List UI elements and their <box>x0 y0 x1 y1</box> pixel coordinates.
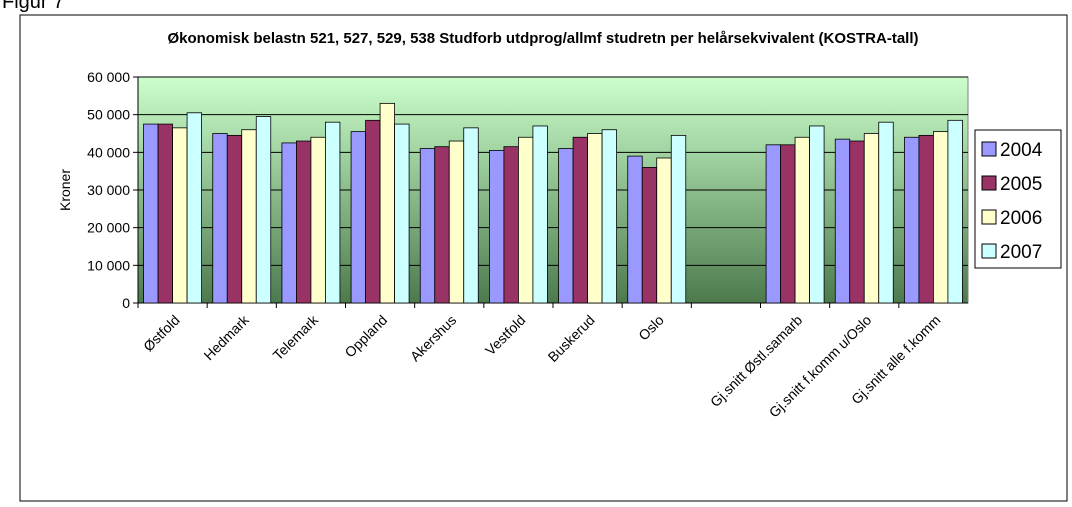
y-tick-label: 30 000 <box>87 182 130 198</box>
legend-label: 2005 <box>1000 174 1042 195</box>
legend-label: 2006 <box>1000 208 1042 229</box>
bar <box>656 157 672 304</box>
bar <box>350 131 366 304</box>
bar <box>933 131 949 304</box>
bar <box>281 142 297 304</box>
bar <box>226 134 243 304</box>
legend-label: 2004 <box>1000 140 1043 161</box>
bar <box>463 127 479 304</box>
bar <box>143 123 159 304</box>
bar <box>601 129 617 304</box>
bar <box>296 140 312 304</box>
bar <box>325 121 341 304</box>
bar <box>587 133 603 304</box>
bar <box>641 166 658 304</box>
bar <box>448 140 465 304</box>
y-tick-label: 20 000 <box>87 220 130 236</box>
legend-swatch <box>981 209 997 225</box>
bar <box>809 125 825 304</box>
bar <box>670 134 687 304</box>
bar <box>834 138 851 304</box>
bar <box>627 155 643 304</box>
bar <box>241 129 257 304</box>
y-tick-label: 10 000 <box>87 257 130 273</box>
bar <box>918 134 934 304</box>
bar <box>379 102 395 304</box>
bar <box>310 136 326 304</box>
bar <box>518 136 534 304</box>
bar <box>947 119 963 304</box>
legend-swatch <box>981 243 997 259</box>
bar <box>489 150 505 304</box>
caption: Figur 7 <box>2 0 64 13</box>
bar <box>780 144 796 304</box>
chart-title: Økonomisk belastn 521, 527, 529, 538 Stu… <box>167 30 918 47</box>
y-tick-label: 50 000 <box>87 107 130 123</box>
bar <box>849 140 865 304</box>
legend-swatch <box>981 141 997 157</box>
y-tick-label: 0 <box>122 295 130 311</box>
bar <box>503 146 519 304</box>
y-tick-label: 40 000 <box>87 144 130 160</box>
bar <box>572 136 588 304</box>
bar <box>186 112 202 304</box>
bar <box>532 125 548 304</box>
legend-label: 2007 <box>1000 242 1042 263</box>
bar <box>365 119 381 304</box>
bar <box>212 133 228 304</box>
bar <box>255 116 272 304</box>
bar <box>794 136 810 304</box>
bar <box>558 148 574 304</box>
bar <box>878 121 894 304</box>
bar <box>157 123 173 304</box>
bar <box>419 148 436 304</box>
bar <box>394 123 410 304</box>
bar <box>765 144 781 304</box>
legend-swatch <box>981 175 997 191</box>
bar <box>434 146 450 304</box>
y-tick-label: 60 000 <box>87 69 130 85</box>
bar <box>904 136 920 304</box>
y-axis-label: Kroner <box>57 169 73 211</box>
bar <box>863 133 880 304</box>
bar <box>172 127 188 304</box>
